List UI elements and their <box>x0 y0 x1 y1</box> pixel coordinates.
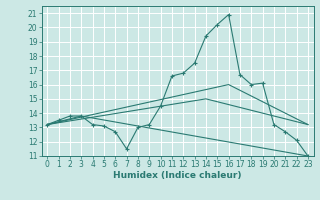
X-axis label: Humidex (Indice chaleur): Humidex (Indice chaleur) <box>113 171 242 180</box>
